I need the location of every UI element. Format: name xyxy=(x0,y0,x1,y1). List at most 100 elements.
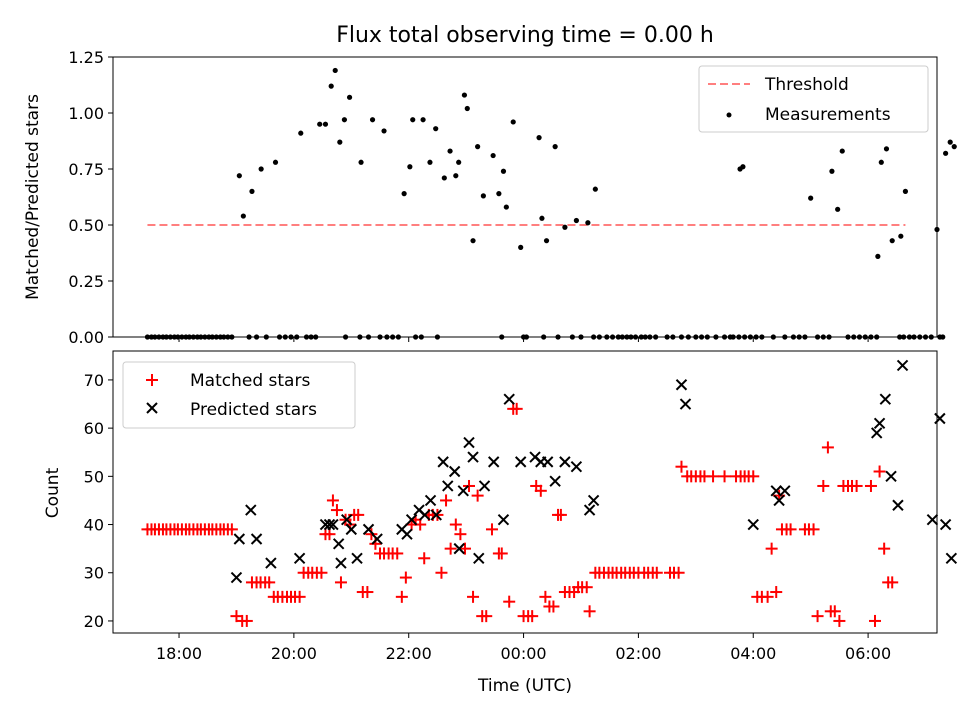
predicted-star-mark xyxy=(478,480,491,492)
predicted-star-point xyxy=(448,465,461,478)
bottom-x-tick-label: 04:00 xyxy=(730,644,776,663)
measurement-point xyxy=(898,233,904,239)
predicted-star-mark xyxy=(335,557,347,569)
measurement-point xyxy=(358,159,364,165)
predicted-star-point xyxy=(473,552,485,564)
predicted-star-point xyxy=(467,451,479,463)
measurement-point xyxy=(503,204,509,210)
predicted-star-point xyxy=(335,557,347,569)
predicted-star-mark xyxy=(413,504,425,516)
measurement-point xyxy=(480,193,486,199)
matched-star-point xyxy=(471,489,484,502)
bottom-x-tick-label: 06:00 xyxy=(845,644,891,663)
matched-star-point xyxy=(821,441,834,454)
predicted-star-point xyxy=(401,528,413,540)
legend-predicted-marker xyxy=(146,402,158,414)
bottom-x-tick-label: 20:00 xyxy=(271,644,317,663)
measurement-point xyxy=(456,159,462,165)
top-y-tick-label: 1.25 xyxy=(68,48,104,67)
predicted-star-point xyxy=(583,504,596,516)
predicted-star-mark xyxy=(779,485,791,497)
top-y-tick-label: 0.50 xyxy=(68,216,104,235)
top-chart-title: Flux total observing time = 0.00 h xyxy=(336,23,714,48)
predicted-star-mark xyxy=(362,523,375,536)
top-legend-box xyxy=(698,65,929,133)
predicted-star-point xyxy=(779,485,791,497)
measurement-point xyxy=(441,175,447,181)
matched-star-point xyxy=(765,542,778,555)
measurement-point xyxy=(249,188,255,194)
predicted-star-point xyxy=(747,518,759,531)
measurement-point xyxy=(410,117,416,123)
measurement-point xyxy=(839,148,845,154)
legend-measurements-marker xyxy=(726,112,732,118)
measurement-point xyxy=(835,206,841,212)
predicted-star-mark xyxy=(340,514,353,526)
predicted-star-point xyxy=(497,514,510,526)
matched-star-point xyxy=(395,590,408,603)
matched-star-point xyxy=(361,586,374,599)
matched-star-point xyxy=(747,470,760,483)
matched-star-point xyxy=(399,571,412,584)
matched-star-point xyxy=(672,566,685,579)
matched-star-point xyxy=(526,610,539,623)
predicted-star-point xyxy=(503,393,515,405)
matched-star-point xyxy=(547,600,560,613)
matched-star-point xyxy=(467,590,480,603)
top-plot: 0.00 0.25 0.50 0.75 1.00 1.25 xyxy=(68,48,957,347)
measurement-point xyxy=(346,94,353,100)
predicted-star-point xyxy=(570,460,583,473)
bottom-y-tick-label: 40 xyxy=(84,516,104,535)
predicted-star-mark xyxy=(885,470,897,483)
measurement-point xyxy=(592,186,598,192)
measurement-point xyxy=(552,144,558,150)
bottom-y-tick-label: 60 xyxy=(84,419,104,438)
predicted-star-mark xyxy=(497,514,510,526)
predicted-star-mark xyxy=(879,393,892,405)
predicted-star-mark xyxy=(873,417,886,430)
matched-star-point xyxy=(868,614,881,627)
matched-star-point xyxy=(707,470,720,483)
predicted-star-point xyxy=(362,523,375,536)
predicted-star-point xyxy=(879,393,892,405)
predicted-star-point xyxy=(323,518,336,531)
matched-star-point xyxy=(761,590,774,603)
measurement-point xyxy=(328,83,334,89)
predicted-star-mark xyxy=(549,475,561,487)
top-y-tick-label: 1.00 xyxy=(68,104,104,123)
bottom-plot: 20 30 40 50 60 70 18:00 20:00 22:00 00:00 02:00 04:… xyxy=(84,350,958,663)
predicted-star-point xyxy=(340,514,353,526)
bottom-y-tick-label: 50 xyxy=(84,467,104,486)
predicted-star-point xyxy=(675,379,688,391)
predicted-star-point xyxy=(873,417,886,430)
matched-star-point xyxy=(878,542,891,555)
top-y-axis-label: Matched/Predicted stars xyxy=(23,94,43,300)
predicted-star-point xyxy=(896,359,909,372)
measurement-point xyxy=(875,253,881,259)
predicted-star-point xyxy=(327,518,339,531)
bottom-y-axis-label: Count xyxy=(43,467,63,518)
matched-star-point xyxy=(454,528,467,541)
matched-star-point xyxy=(458,542,471,555)
predicted-star-point xyxy=(773,494,785,507)
predicted-star-point xyxy=(265,557,277,569)
matched-star-point xyxy=(675,460,688,473)
matched-star-point xyxy=(463,479,476,492)
predicted-star-point xyxy=(345,523,358,536)
measurement-point xyxy=(878,159,884,165)
matched-star-point xyxy=(503,595,516,608)
matched-star-point xyxy=(435,566,448,579)
predicted-star-point xyxy=(487,456,500,468)
measurement-point xyxy=(464,105,470,112)
measurement-point xyxy=(883,146,890,152)
predicted-star-point xyxy=(245,504,257,516)
predicted-star-mark xyxy=(770,485,782,497)
predicted-star-mark xyxy=(437,456,449,468)
measurement-point xyxy=(496,191,502,197)
measurement-point xyxy=(947,139,953,145)
predicted-star-mark xyxy=(583,504,596,516)
predicted-star-mark xyxy=(892,499,904,511)
predicted-star-point xyxy=(587,494,600,507)
measurement-point xyxy=(470,238,476,244)
measurement-point-zero xyxy=(940,334,946,340)
